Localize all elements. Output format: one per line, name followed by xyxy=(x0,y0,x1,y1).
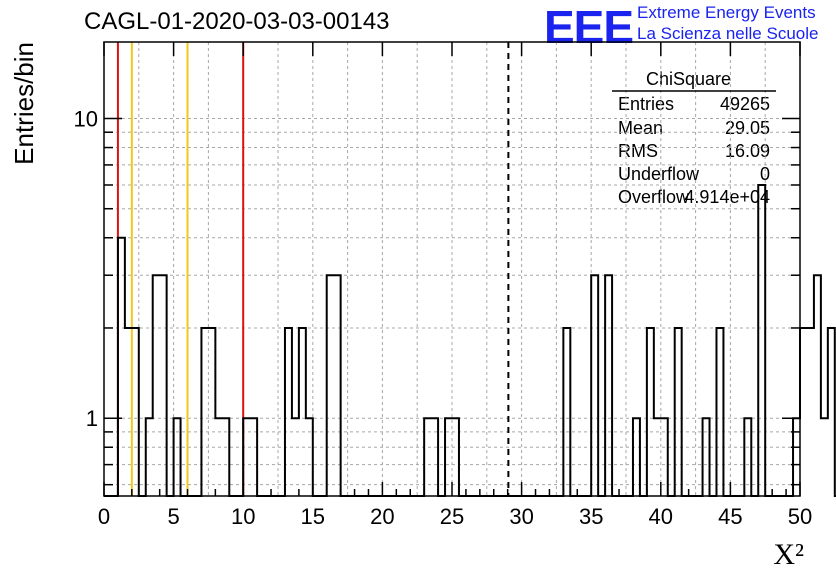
axes: 0 5 10 15 20 25 30 35 40 45 50 1 10 xyxy=(74,42,812,529)
x-tick-label: 0 xyxy=(98,504,110,529)
x-tick-label: 30 xyxy=(509,504,533,529)
stats-label-mean: Mean xyxy=(618,118,664,138)
histogram-outline xyxy=(104,183,836,497)
y-tick-label: 1 xyxy=(86,406,98,431)
x-tick-label: 5 xyxy=(167,504,179,529)
stats-title: ChiSquare xyxy=(646,69,732,89)
stats-label-entries: Entries xyxy=(618,94,675,114)
x-tick-label: 45 xyxy=(718,504,742,529)
stats-label-overflow: Overflow xyxy=(618,187,690,207)
x-tick-label: 20 xyxy=(370,504,394,529)
grid xyxy=(104,42,800,496)
stats-value-entries: 49265 xyxy=(719,94,770,114)
stats-value-overflow: 4.914e+04 xyxy=(684,187,770,207)
org-name-line1: Extreme Energy Events xyxy=(637,3,816,22)
y-axis-label: Entries/bin xyxy=(9,42,39,165)
stats-value-rms: 16.09 xyxy=(724,141,770,161)
chart-title: CAGL-01-2020-03-03-00143 xyxy=(84,8,390,35)
x-tick-label: 25 xyxy=(440,504,464,529)
x-tick-label: 40 xyxy=(649,504,673,529)
x-tick-label: 10 xyxy=(231,504,255,529)
y-tick-label: 10 xyxy=(74,107,98,132)
x-tick-label: 50 xyxy=(788,504,812,529)
stats-label-underflow: Underflow xyxy=(618,164,700,184)
org-name-line2: La Scienza nelle Scuole xyxy=(637,24,819,43)
stats-label-rms: RMS xyxy=(618,141,658,161)
x-tick-label: 15 xyxy=(301,504,325,529)
stats-value-mean: 29.05 xyxy=(724,118,770,138)
eee-logo: EEE xyxy=(544,1,634,53)
x-tick-label: 35 xyxy=(579,504,603,529)
x-axis-label: X² xyxy=(773,538,804,571)
